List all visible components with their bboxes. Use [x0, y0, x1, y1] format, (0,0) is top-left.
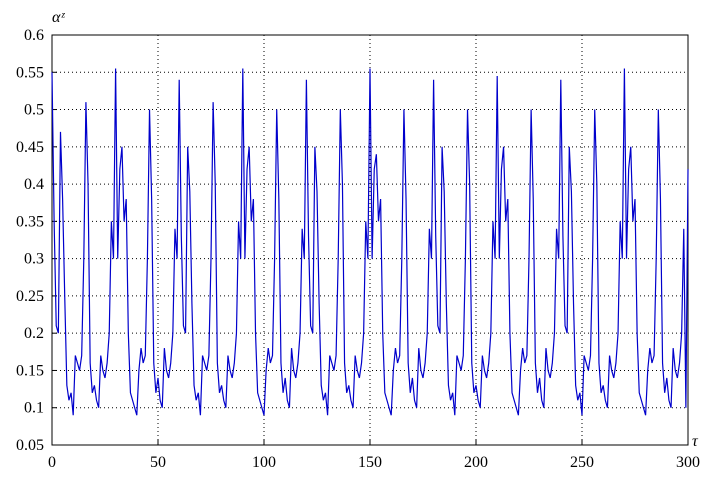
y-tick-label: 0.3 [24, 251, 44, 268]
x-tick-label: 100 [252, 454, 276, 471]
x-tick-label: 300 [676, 454, 700, 471]
y-tick-label: 0.15 [16, 362, 44, 379]
x-tick-label: 200 [464, 454, 488, 471]
y-tick-label: 0.5 [24, 102, 44, 119]
x-tick-label: 250 [570, 454, 594, 471]
data-line [51, 68, 689, 416]
x-tick-label: 0 [48, 454, 56, 471]
y-tick-label: 0.55 [16, 64, 44, 81]
plot-frame [51, 34, 689, 446]
y-tick-label: 0.05 [16, 437, 44, 454]
x-axis-label: τ [692, 433, 699, 450]
x-tick-label: 50 [150, 454, 166, 471]
y-tick-label: 0.2 [24, 325, 44, 342]
x-tick-label: 150 [358, 454, 382, 471]
y-axis-label: αᶻ [52, 9, 65, 26]
y-tick-label: 0.4 [24, 176, 44, 193]
y-tick-label: 0.45 [16, 139, 44, 156]
y-tick-label: 0.25 [16, 288, 44, 305]
y-tick-label: 0.35 [16, 213, 44, 230]
y-tick-label: 0.6 [24, 27, 44, 44]
y-tick-label: 0.1 [24, 400, 44, 417]
